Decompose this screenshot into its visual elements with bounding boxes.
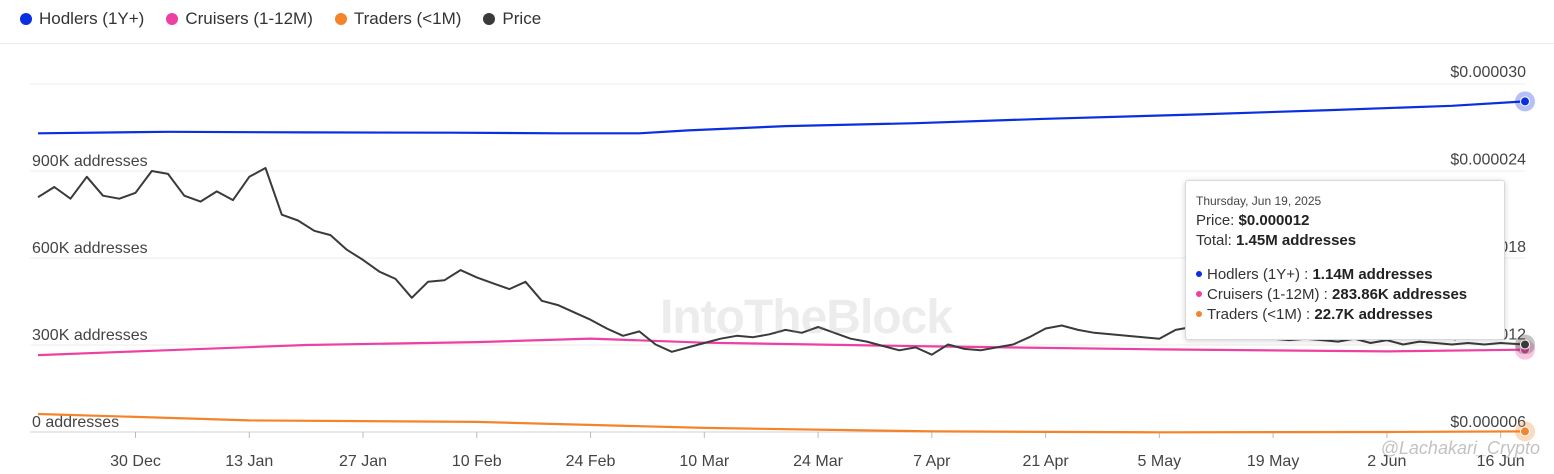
x-tick-label: 2 Jun bbox=[1367, 453, 1406, 470]
legend-dot-price bbox=[483, 13, 496, 25]
y-right-tick-label: $0.000024 bbox=[1450, 152, 1526, 169]
y-left-tick-label: 600K addresses bbox=[32, 240, 148, 257]
tooltip-hodlers-value: 1.14M addresses bbox=[1312, 266, 1433, 283]
chart-legend: Hodlers (1Y+) Cruisers (1-12M) Traders (… bbox=[20, 8, 541, 30]
tooltip-hodlers-label: Hodlers (1Y+) : bbox=[1207, 266, 1309, 283]
legend-item-traders[interactable]: Traders (<1M) bbox=[334, 9, 462, 29]
series-end-point-traders bbox=[1520, 426, 1530, 437]
tooltip-series-list: Hodlers (1Y+) : 1.14M addresses Cruisers… bbox=[1196, 265, 1494, 325]
tooltip-traders-label: Traders (<1M) : bbox=[1207, 306, 1311, 323]
y-right-tick-label: $0.000030 bbox=[1450, 64, 1526, 81]
tooltip-row-traders: Traders (<1M) : 22.7K addresses bbox=[1196, 305, 1494, 325]
tooltip-total-label: Total: bbox=[1196, 232, 1232, 249]
x-tick-label: 21 Apr bbox=[1022, 453, 1069, 470]
x-tick-label: 27 Jan bbox=[339, 453, 387, 470]
x-tick-label: 16 Jun bbox=[1477, 453, 1525, 470]
series-line-cruisers bbox=[37, 337, 1526, 357]
chart-tooltip: Thursday, Jun 19, 2025 Price: $0.000012 … bbox=[1185, 180, 1505, 340]
legend-item-price[interactable]: Price bbox=[483, 9, 541, 29]
legend-label-cruisers: Cruisers (1-12M) bbox=[185, 9, 313, 28]
legend-dot-traders bbox=[334, 13, 347, 25]
series-end-point-hodlers bbox=[1520, 96, 1530, 107]
tooltip-row-cruisers: Cruisers (1-12M) : 283.86K addresses bbox=[1196, 285, 1494, 305]
tooltip-dot-hodlers bbox=[1196, 271, 1202, 278]
y-left-tick-label: 300K addresses bbox=[32, 327, 148, 344]
series-end-point-price bbox=[1520, 339, 1530, 350]
x-tick-label: 24 Feb bbox=[566, 453, 616, 470]
credit-watermark: @Lachakari_Crypto bbox=[1380, 438, 1540, 458]
x-tick-label: 5 May bbox=[1138, 453, 1182, 470]
legend-label-price: Price bbox=[502, 9, 542, 28]
x-tick-label: 19 May bbox=[1247, 453, 1299, 470]
legend-label-hodlers: Hodlers (1Y+) bbox=[39, 9, 145, 28]
tooltip-price: Price: $0.000012 bbox=[1196, 211, 1494, 231]
legend-item-hodlers[interactable]: Hodlers (1Y+) bbox=[20, 9, 144, 29]
x-tick-label: 10 Mar bbox=[679, 453, 729, 470]
legend-divider bbox=[0, 43, 1554, 44]
tooltip-dot-cruisers bbox=[1196, 291, 1202, 298]
tooltip-total-value: 1.45M addresses bbox=[1236, 232, 1357, 249]
legend-dot-cruisers bbox=[166, 13, 179, 25]
x-tick-label: 13 Jan bbox=[225, 453, 273, 470]
tooltip-traders-value: 22.7K addresses bbox=[1314, 306, 1433, 323]
tooltip-dot-traders bbox=[1196, 311, 1202, 318]
watermark: IntoTheBlock bbox=[660, 291, 953, 344]
tooltip-row-hodlers: Hodlers (1Y+) : 1.14M addresses bbox=[1196, 265, 1494, 285]
x-tick-label: 10 Feb bbox=[452, 453, 502, 470]
x-tick-label: 7 Apr bbox=[913, 453, 951, 470]
tooltip-cruisers-label: Cruisers (1-12M) : bbox=[1207, 286, 1328, 303]
y-left-tick-label: 0 addresses bbox=[32, 414, 119, 431]
tooltip-cruisers-value: 283.86K addresses bbox=[1332, 286, 1468, 303]
legend-item-cruisers[interactable]: Cruisers (1-12M) bbox=[166, 9, 313, 29]
x-tick-label: 24 Mar bbox=[793, 453, 843, 470]
tooltip-price-value: $0.000012 bbox=[1238, 212, 1310, 229]
x-tick-label: 30 Dec bbox=[110, 453, 161, 470]
tooltip-price-label: Price: bbox=[1196, 212, 1235, 229]
series-line-traders bbox=[37, 412, 1526, 434]
y-right-tick-label: $0.000006 bbox=[1450, 414, 1526, 431]
tooltip-total: Total: 1.45M addresses bbox=[1196, 231, 1494, 251]
legend-dot-hodlers bbox=[20, 13, 32, 25]
legend-label-traders: Traders (<1M) bbox=[353, 9, 462, 28]
tooltip-date: Thursday, Jun 19, 2025 bbox=[1196, 194, 1322, 208]
series-line-hodlers bbox=[37, 100, 1526, 135]
y-left-tick-label: 900K addresses bbox=[32, 153, 148, 170]
